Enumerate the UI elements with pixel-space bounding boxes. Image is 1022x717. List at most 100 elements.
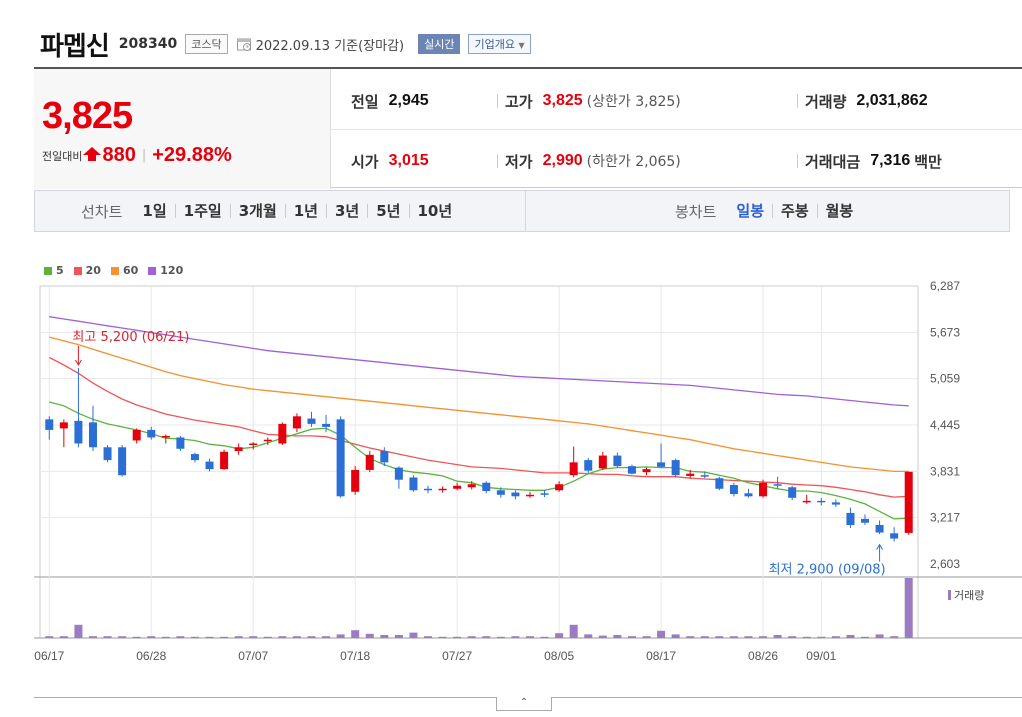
- candle-body: [875, 524, 884, 533]
- high-cell: 고가 3,825 (상한가 3,825): [505, 71, 681, 131]
- volume-bar: [525, 636, 534, 638]
- candle-body: [817, 500, 826, 503]
- candle-body: [496, 490, 505, 495]
- volume-bar: [132, 636, 141, 638]
- volume-bar: [715, 636, 724, 638]
- candle-body: [161, 435, 170, 438]
- open-value: 3,015: [388, 152, 429, 169]
- tab-line_tabs-5[interactable]: 5년: [367, 204, 408, 219]
- candle-body: [657, 462, 666, 467]
- candle-body: [729, 484, 738, 495]
- volume-bar: [409, 632, 418, 638]
- y-tick-label: 6,287: [930, 279, 960, 293]
- realtime-button[interactable]: 실시간: [418, 34, 461, 54]
- amount-label: 거래대금: [805, 152, 861, 171]
- legend-label: 60: [122, 264, 139, 277]
- candle-body: [700, 475, 709, 477]
- tab-line_tabs-0[interactable]: 1일: [142, 202, 167, 220]
- stock-header: 파멥신 208340 코스닥 2022.09.13 기준(장마감) 실시간 기업…: [40, 24, 531, 64]
- volume-bar: [190, 636, 199, 638]
- candle-body: [234, 447, 243, 452]
- line-chart-tabs: 선차트 1일 1주일 3개월 1년 3년 5년 10년: [81, 191, 460, 231]
- base-date: 2022.09.13 기준(장마감): [255, 38, 405, 54]
- stock-name: 파멥신: [40, 31, 110, 62]
- candle-body: [715, 478, 724, 489]
- candle-body: [176, 437, 185, 449]
- line-chart-label: 선차트: [81, 202, 123, 221]
- candle-body: [278, 423, 287, 444]
- legend-item-ma5: 5: [44, 264, 64, 277]
- chevron-up-icon: ⌃: [519, 697, 529, 708]
- prev-close-cell: 전일 2,945: [351, 71, 429, 131]
- candle-body: [132, 429, 141, 441]
- stock-chart: 6,287 5,673 5,059 4,445 3,831 3,217 2,603 06/17…: [34, 279, 1022, 663]
- tab-line_tabs-3[interactable]: 1년: [284, 204, 326, 219]
- chart-legend: 5 20 60 120: [44, 264, 193, 277]
- volume-bar: [613, 635, 622, 638]
- candle-body: [759, 482, 768, 497]
- tab-line_tabs-6[interactable]: 10년: [408, 204, 461, 219]
- candle-body: [525, 494, 534, 497]
- volume-bar: [846, 635, 855, 638]
- candle-body: [380, 451, 389, 463]
- x-tick-label: 06/28: [136, 649, 166, 663]
- x-tick-label: 07/27: [442, 649, 472, 663]
- volume-bar: [686, 636, 695, 638]
- volume-bar: [642, 636, 651, 638]
- volume-bar: [234, 636, 243, 638]
- candle-body: [351, 469, 360, 492]
- tab-line_tabs-1[interactable]: 1주일: [174, 204, 230, 219]
- volume-bar: [802, 636, 811, 638]
- candle-body: [249, 443, 258, 445]
- current-price: 3,825: [42, 95, 133, 137]
- price-detail-grid: 전일 2,945 고가 3,825 (상한가 3,825) 거래량 2,031,…: [331, 69, 1022, 189]
- candle-body: [613, 455, 622, 467]
- collapse-toggle-button[interactable]: ⌃: [496, 697, 552, 711]
- row-divider: [331, 129, 1022, 130]
- chevron-down-icon: ▼: [518, 41, 525, 50]
- volume-bar: [74, 624, 83, 638]
- legend-swatch: [73, 266, 82, 275]
- volume-bar: [45, 636, 54, 638]
- volume-bar: [773, 635, 782, 638]
- market-badge: 코스닥: [185, 34, 228, 54]
- tab-candle_tabs-0[interactable]: 일봉: [736, 202, 765, 220]
- tab-line_tabs-2[interactable]: 3개월: [229, 204, 285, 219]
- corp-info-dropdown[interactable]: 기업개요 ▼: [468, 34, 531, 54]
- candle-body: [788, 487, 797, 498]
- legend-swatch: [44, 266, 52, 275]
- legend-swatch: [148, 266, 157, 275]
- volume-bar: [103, 636, 112, 638]
- price-change: 전일대비 880 | +29.88%: [42, 144, 232, 167]
- low-value: 2,990: [542, 152, 583, 169]
- candle-body: [59, 422, 68, 429]
- volume-bar: [496, 636, 505, 638]
- candle-body: [467, 484, 476, 488]
- y-tick-label: 4,445: [930, 418, 960, 432]
- candle-body: [205, 461, 214, 470]
- x-tick-label: 06/17: [34, 649, 64, 663]
- candle-body: [118, 447, 127, 476]
- volume-bar: [161, 636, 170, 638]
- amount-cell: 거래대금 7,316 백만: [805, 131, 942, 191]
- x-tick-label: 08/17: [646, 649, 676, 663]
- candle-body: [671, 460, 680, 476]
- volume-bar: [759, 636, 768, 638]
- candle-body: [190, 454, 199, 461]
- up-arrow-icon: [82, 146, 102, 166]
- volume-bar: [292, 636, 301, 638]
- candle-body: [846, 512, 855, 525]
- price-summary: 3,825 전일대비 880 | +29.88% 전일 2,945 고가 3,8…: [34, 67, 1022, 189]
- low-label: 저가: [505, 152, 533, 171]
- volume-bar: [729, 636, 738, 638]
- volume-bar: [482, 636, 491, 638]
- volume-bar: [671, 634, 680, 638]
- tab-candle_tabs-1[interactable]: 주봉: [772, 204, 817, 219]
- ma60-line: [49, 336, 909, 473]
- candle-body: [773, 484, 782, 486]
- volume-bar: [88, 636, 97, 638]
- tab-line_tabs-4[interactable]: 3년: [326, 204, 367, 219]
- candle-body: [482, 482, 491, 492]
- change-amount: 880: [102, 144, 136, 166]
- tab-candle_tabs-2[interactable]: 월봉: [816, 204, 862, 219]
